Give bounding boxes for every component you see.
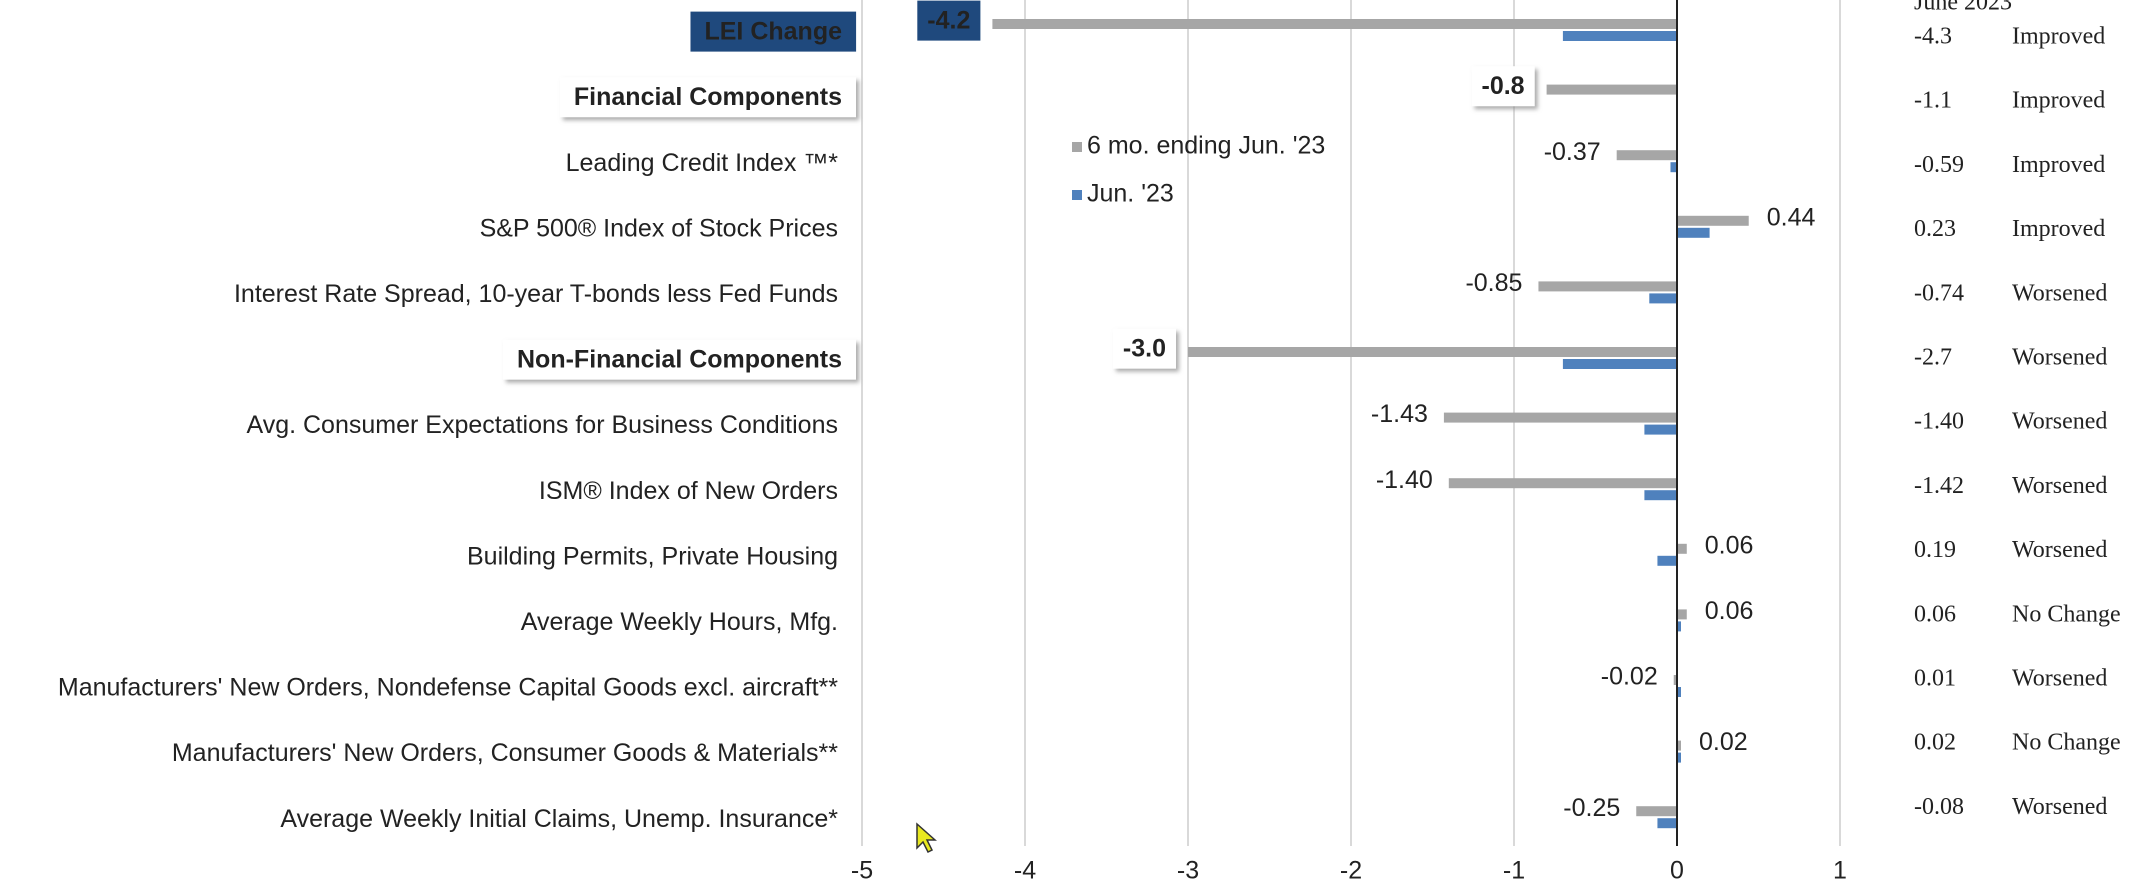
x-tick-label: 1 xyxy=(1833,857,1847,884)
table-value: 0.23 xyxy=(1914,216,1956,242)
category-label: Interest Rate Spread, 10-year T-bonds le… xyxy=(234,280,838,308)
value-label: -0.25 xyxy=(1563,794,1620,822)
legend-swatch xyxy=(1072,190,1082,200)
table-status: Improved xyxy=(2012,24,2105,50)
bar xyxy=(1562,359,1677,369)
bar xyxy=(1636,806,1677,817)
bar xyxy=(1677,215,1749,226)
table-status: No Change xyxy=(2012,601,2121,627)
table-status: No Change xyxy=(2012,730,2121,756)
label-box xyxy=(503,339,856,380)
category-label: Manufacturers' New Orders, Consumer Good… xyxy=(172,739,838,767)
bar xyxy=(1673,675,1678,685)
table-value: -0.74 xyxy=(1914,280,1964,306)
bar xyxy=(1670,162,1677,173)
table-value: -0.08 xyxy=(1914,794,1964,820)
table-value: 0.01 xyxy=(1914,666,1956,692)
value-label: 0.02 xyxy=(1699,728,1748,756)
legend-label: 6 mo. ending Jun. '23 xyxy=(1087,132,1325,160)
bar xyxy=(1677,227,1710,238)
table-status: Worsened xyxy=(2012,345,2107,371)
category-label: LEI Change xyxy=(704,18,842,46)
table-status: Improved xyxy=(2012,152,2105,178)
table-value: -1.1 xyxy=(1914,88,1952,114)
value-label: 0.44 xyxy=(1767,203,1816,231)
table-status: Worsened xyxy=(2012,473,2107,499)
table-value: 0.19 xyxy=(1914,537,1956,563)
category-label: Leading Credit Index ™* xyxy=(566,149,839,177)
x-tick-label: -2 xyxy=(1340,857,1362,884)
bar xyxy=(1677,609,1687,620)
label-box xyxy=(1471,66,1535,107)
category-label: Avg. Consumer Expectations for Business … xyxy=(246,411,838,439)
bar xyxy=(1657,818,1677,829)
table-status: Worsened xyxy=(2012,409,2107,435)
value-label: -0.02 xyxy=(1601,663,1658,691)
table-status: Improved xyxy=(2012,216,2105,242)
legend-label: Jun. '23 xyxy=(1087,180,1174,208)
category-label: Non-Financial Components xyxy=(517,346,842,374)
label-box xyxy=(1112,328,1176,369)
value-label: -0.37 xyxy=(1544,138,1601,166)
bar xyxy=(1443,412,1677,423)
bar xyxy=(1649,293,1677,304)
x-tick-label: -3 xyxy=(1177,857,1199,884)
table-value: -4.3 xyxy=(1914,24,1952,50)
bar xyxy=(992,19,1677,29)
bar xyxy=(1644,490,1677,501)
value-label: -0.8 xyxy=(1482,72,1525,100)
bar xyxy=(1677,752,1681,763)
x-tick-label: -4 xyxy=(1014,857,1036,884)
cursor xyxy=(916,822,937,854)
bar xyxy=(1188,347,1677,357)
bar xyxy=(1677,740,1681,751)
x-tick-label: -5 xyxy=(851,857,873,884)
x-tick-label: 0 xyxy=(1670,857,1684,884)
bar xyxy=(1677,621,1681,632)
category-label: S&P 500® Index of Stock Prices xyxy=(480,214,838,242)
bar xyxy=(1538,281,1677,292)
category-label: ISM® Index of New Orders xyxy=(539,477,838,505)
value-label: -4.2 xyxy=(927,7,970,35)
category-label: Building Permits, Private Housing xyxy=(467,542,838,570)
category-label: Average Weekly Hours, Mfg. xyxy=(521,608,838,636)
bar xyxy=(1448,478,1677,489)
table-value: -0.59 xyxy=(1914,152,1964,178)
table-status: Worsened xyxy=(2012,280,2107,306)
table-value: -1.42 xyxy=(1914,473,1964,499)
table-status: Worsened xyxy=(2012,794,2107,820)
bar xyxy=(1644,424,1677,435)
table-value: 0.06 xyxy=(1914,601,1956,627)
table-status: Improved xyxy=(2012,88,2105,114)
table-status: Worsened xyxy=(2012,666,2107,692)
value-label: -1.40 xyxy=(1376,466,1433,494)
bar xyxy=(1677,543,1687,554)
label-box xyxy=(690,11,857,52)
table-header: June 2023 xyxy=(1914,0,2012,16)
legend-swatch xyxy=(1072,142,1082,152)
bar xyxy=(1657,555,1677,566)
category-label: Manufacturers' New Orders, Nondefense Ca… xyxy=(58,674,838,702)
bar xyxy=(1546,84,1677,95)
value-label: 0.06 xyxy=(1705,597,1754,625)
x-tick-label: -1 xyxy=(1503,857,1525,884)
label-box xyxy=(559,77,856,118)
value-label: -3.0 xyxy=(1123,335,1166,363)
table-value: -1.40 xyxy=(1914,409,1964,435)
label-box xyxy=(917,0,981,41)
value-label: 0.06 xyxy=(1705,531,1754,559)
table-value: 0.02 xyxy=(1914,730,1956,756)
category-label: Financial Components xyxy=(574,83,842,111)
table-value: -2.7 xyxy=(1914,345,1952,371)
table-status: Worsened xyxy=(2012,537,2107,563)
bar xyxy=(1677,687,1681,697)
bar xyxy=(1562,31,1677,41)
category-label: Average Weekly Initial Claims, Unemp. In… xyxy=(280,805,838,833)
bar xyxy=(1616,150,1677,161)
value-label: -0.85 xyxy=(1465,269,1522,297)
value-label: -1.43 xyxy=(1371,400,1428,428)
